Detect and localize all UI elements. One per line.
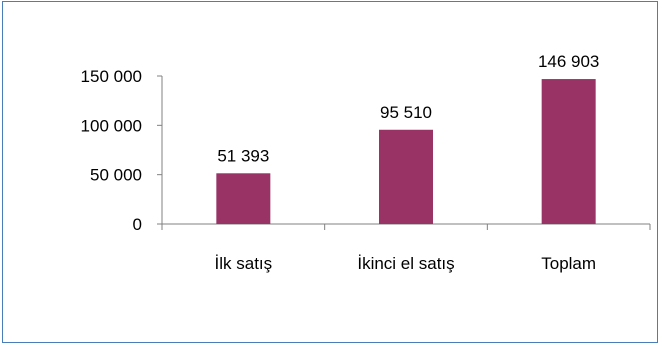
y-tick-label: 150 000 (81, 67, 142, 86)
x-tick-label: İkinci el satış (357, 254, 454, 273)
data-labels: 51 393 95 510 146 903 (217, 52, 599, 165)
data-label: 146 903 (538, 52, 599, 71)
y-tick-label: 0 (133, 215, 142, 234)
bar (379, 129, 433, 224)
bar (541, 79, 596, 224)
y-tick-label: 100 000 (81, 116, 142, 135)
data-label: 51 393 (217, 146, 269, 165)
data-label: 95 510 (380, 103, 432, 122)
bars (216, 79, 596, 224)
bar (216, 173, 271, 224)
x-axis: İlk satış İkinci el satış Toplam (161, 223, 651, 273)
x-tick-label: İlk satış (215, 254, 273, 273)
y-axis: 0 50 000 100 000 150 000 (81, 67, 163, 234)
y-tick-label: 50 000 (90, 166, 142, 185)
x-tick-label: Toplam (541, 254, 596, 273)
